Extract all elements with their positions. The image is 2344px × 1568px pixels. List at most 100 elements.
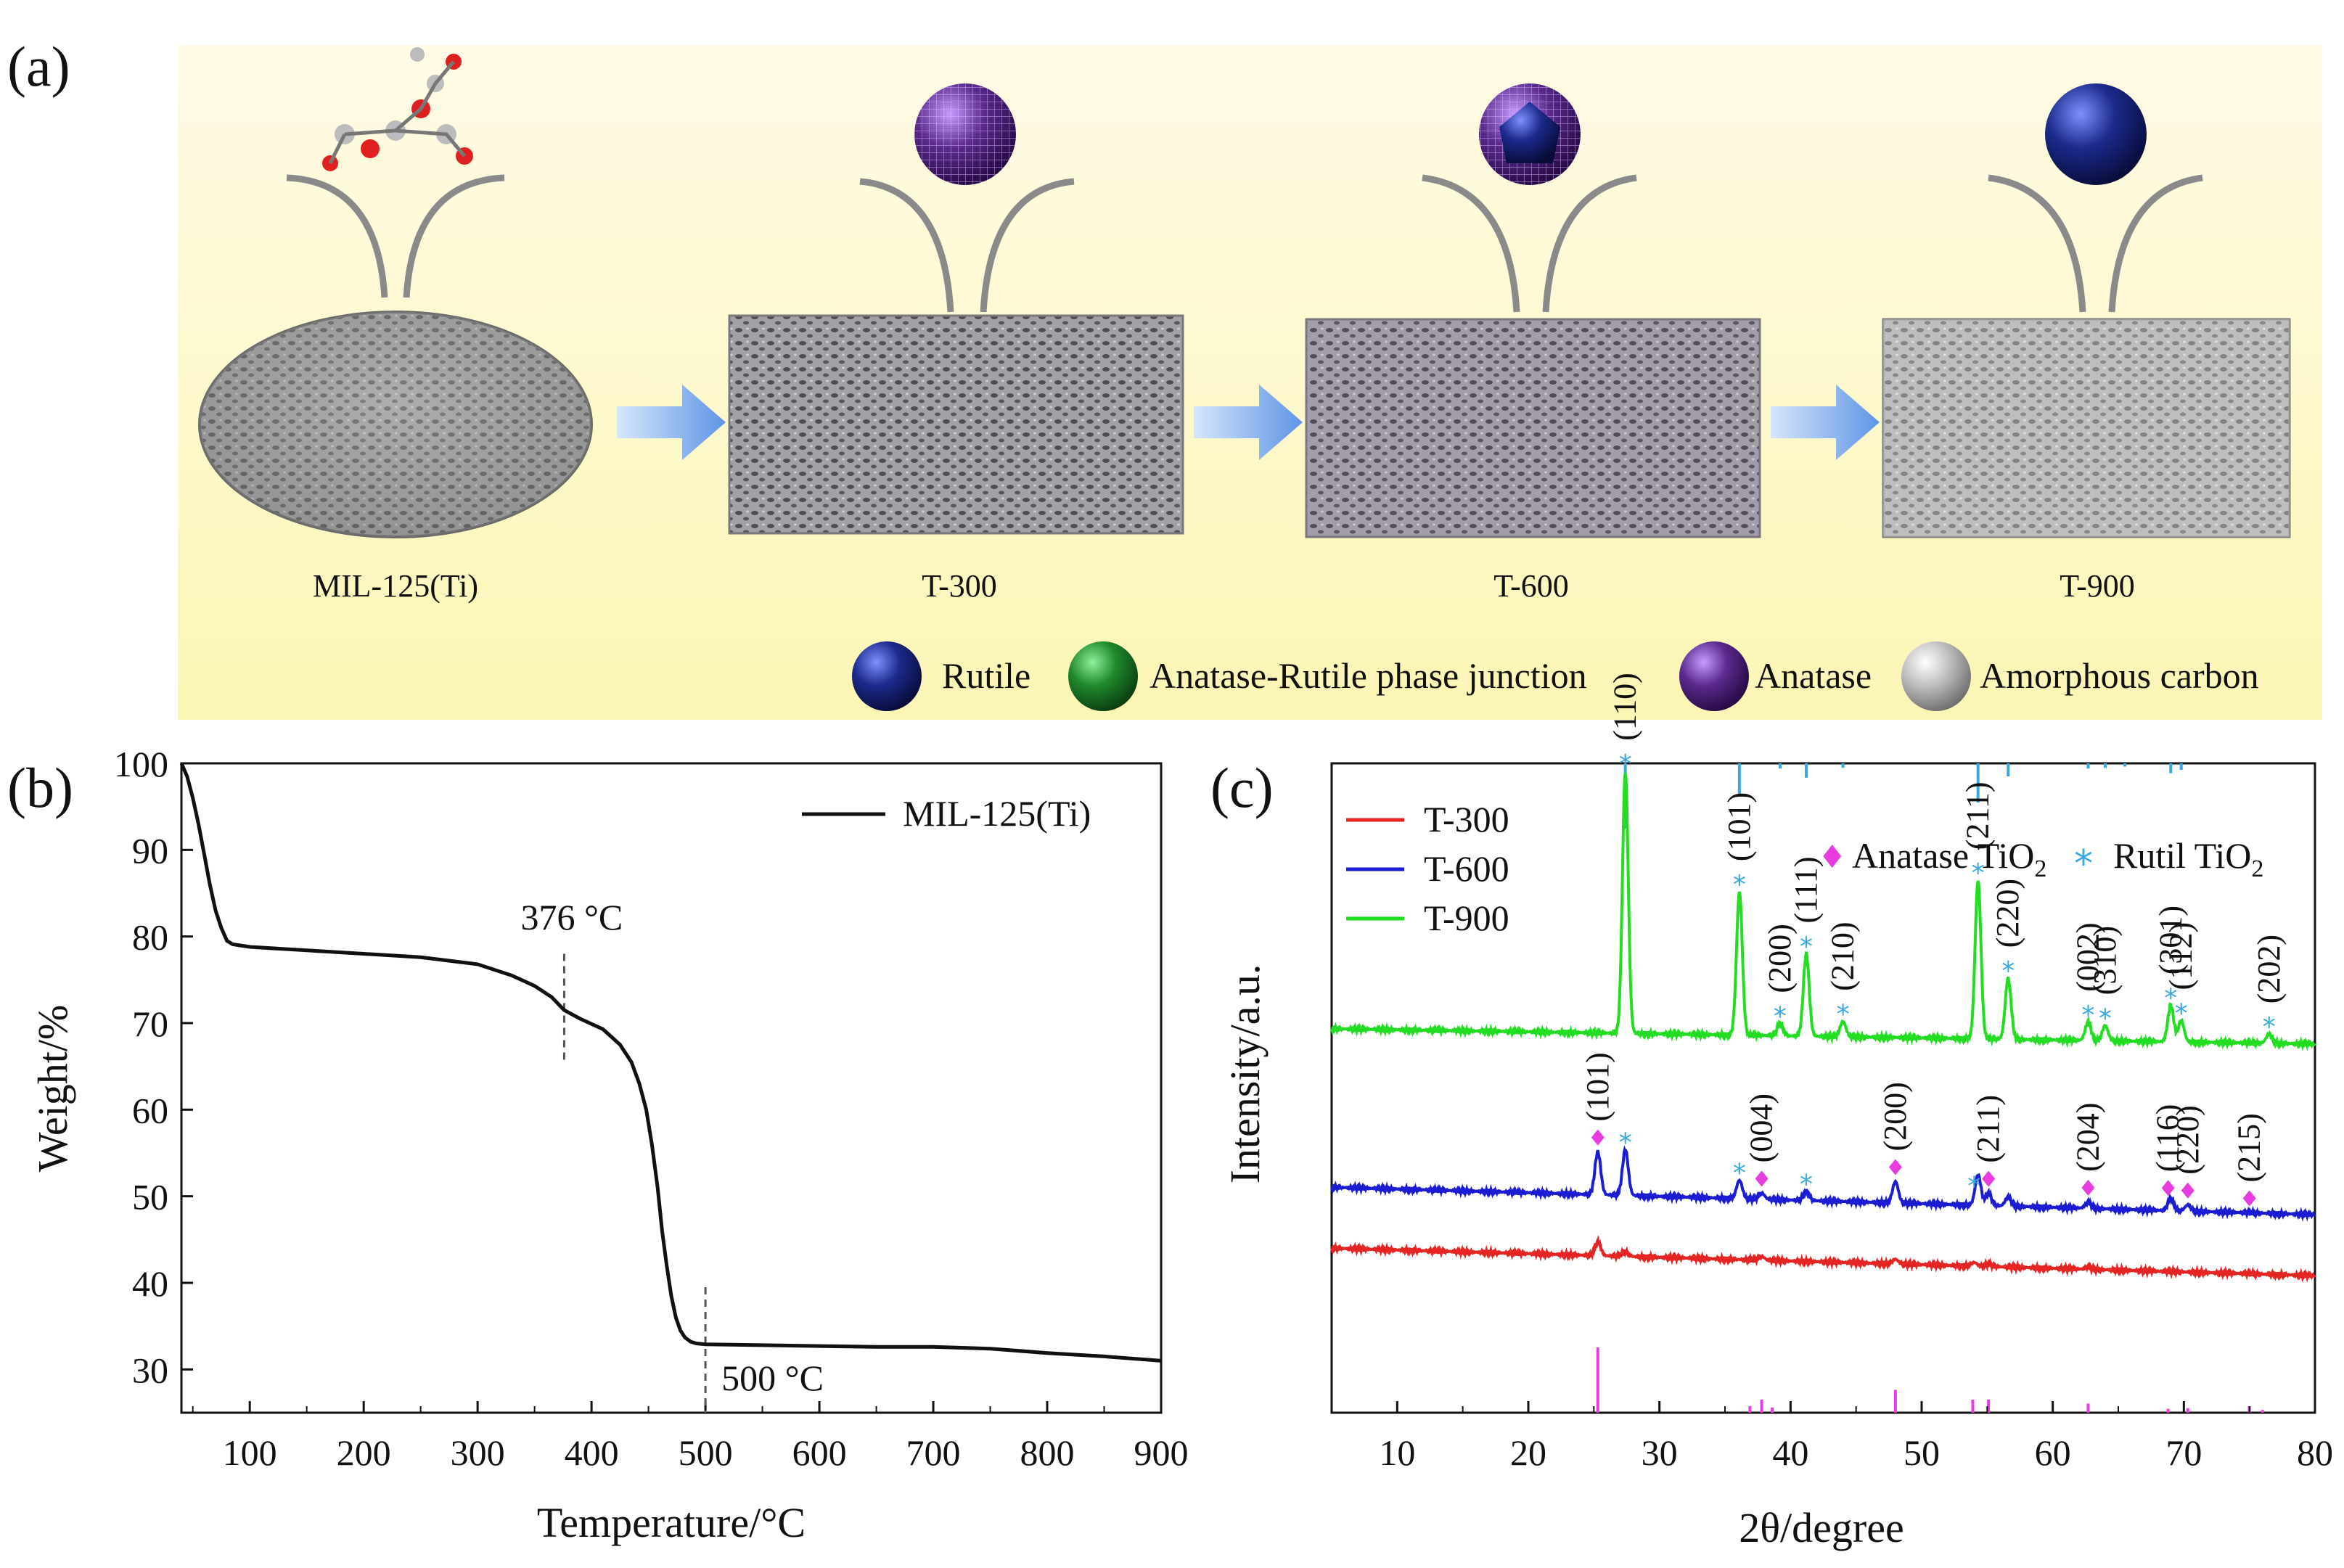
peak-label: (211) — [1970, 1095, 2006, 1163]
anatase-marker — [1755, 1170, 1769, 1187]
rutile-marker: * — [1619, 1128, 1632, 1157]
markers-c: ******** *** *** * * — [1591, 750, 2276, 1207]
legend-label-t900: T-900 — [1424, 898, 1509, 938]
anatase-sphere-icon — [914, 83, 1016, 185]
x-tick-label-c: 80 — [2297, 1432, 2333, 1473]
peak-label: (004) — [1744, 1093, 1779, 1162]
panel-b-label: (b) — [7, 756, 73, 819]
rutile-marker: * — [1619, 750, 1632, 779]
stage-label-mil125: MIL-125(Ti) — [313, 568, 478, 604]
x-tick-label-c: 10 — [1379, 1432, 1415, 1473]
anatase-diamond-icon: ♦ — [1818, 839, 1846, 876]
series-c — [1330, 772, 2316, 1284]
annotation-376: 376 °C — [520, 897, 623, 937]
legend-item-amorphous-carbon: Amorphous carbon — [1901, 641, 2259, 711]
x-tick-label-c: 30 — [1642, 1432, 1678, 1473]
phase-junction-sphere-icon — [1479, 83, 1581, 185]
anatase-marker — [1591, 1129, 1605, 1146]
legend-item-rutile: Rutile — [852, 641, 1030, 711]
y-tick-label-b: 60 — [132, 1090, 168, 1130]
stage-label-t600: T-600 — [1493, 568, 1569, 604]
x-tick-label-c: 70 — [2165, 1432, 2202, 1473]
peak-label: (101) — [1580, 1052, 1615, 1121]
anatase-icon — [1679, 641, 1749, 711]
rutile-marker: * — [2263, 1012, 2276, 1042]
x-tick-label-b: 400 — [565, 1432, 619, 1473]
marker-legend-c: ♦ Anatase TiO2 * Rutil TiO2 — [1818, 835, 2263, 886]
plot-frame-b — [180, 762, 1163, 1414]
annotation-500: 500 °C — [721, 1358, 824, 1398]
x-tick-label-b: 900 — [1134, 1432, 1189, 1473]
y-tick-label-b: 50 — [132, 1177, 168, 1218]
peak-label: (200) — [1762, 924, 1798, 993]
ticks-c: 10 20 30 40 50 60 70 80 — [1331, 1401, 2333, 1473]
y-tick-label-b: 70 — [132, 1003, 168, 1044]
rutile-marker: * — [2081, 1001, 2094, 1030]
peak-label: (215) — [2232, 1113, 2267, 1182]
x-tick-label-c: 40 — [1772, 1432, 1808, 1473]
rutile-marker: * — [1972, 858, 1985, 888]
xlabel-b: Temperature/°C — [537, 1499, 806, 1546]
legend-label-rutile: Rutile — [942, 655, 1030, 696]
panel-c: (c) 10 20 30 40 50 60 70 80 ******** *** *** * * (1… — [1210, 673, 2333, 1551]
series-line-mil125 — [179, 763, 1162, 1363]
x-tick-label-c: 20 — [1510, 1432, 1546, 1473]
series-line-t-300 — [1330, 1235, 2316, 1284]
legend-label-t300: T-300 — [1424, 799, 1509, 840]
panel-a: (a) MIL-125(Ti) T-3 — [7, 35, 2322, 720]
annotations-b: 376 °C 500 °C — [520, 897, 824, 1413]
panel-a-legend: Rutile Anatase-Rutile phase junction Ana… — [852, 641, 2259, 711]
right-arrow-icon — [1771, 385, 1880, 460]
legend-c: T-300 T-600 T-900 — [1346, 799, 1509, 938]
peak-label: (310) — [2087, 926, 2123, 995]
series-line-t-900 — [1330, 772, 2316, 1052]
peak-label: (301) — [2152, 906, 2188, 974]
molecule-icon — [322, 47, 473, 171]
y-tick-label-b: 80 — [132, 917, 168, 958]
rutile-marker: * — [2164, 983, 2177, 1013]
panel-b: (b) 100 200 300 400 500 600 700 800 900 30 40 50 60 7… — [7, 744, 1189, 1546]
rutile-icon — [852, 641, 922, 711]
legend-label-anatase: Anatase — [1755, 655, 1872, 696]
rutile-marker: * — [1800, 1170, 1813, 1199]
peak-label: (220) — [2170, 1105, 2205, 1174]
rutile-marker: * — [1837, 1000, 1850, 1030]
rutile-marker: * — [1800, 932, 1813, 962]
marker-legend-anatase: Anatase TiO2 — [1852, 835, 2046, 882]
legend-item-phase-junction: Anatase-Rutile phase junction — [1068, 641, 1587, 711]
right-arrow-icon — [617, 385, 726, 460]
anatase-marker — [1982, 1170, 1996, 1187]
peak-labels-c: (110)(101)(200)(111)(210)(211)(220)(002)… — [1580, 673, 2287, 1182]
stage-t900: T-900 — [1882, 83, 2291, 604]
x-tick-label-c: 50 — [1904, 1432, 1940, 1473]
y-tick-label-b: 90 — [132, 830, 168, 871]
rutile-marker: * — [2175, 998, 2188, 1028]
stage-label-t300: T-300 — [922, 568, 997, 604]
peak-label: (112) — [2163, 922, 2199, 990]
amorphous-carbon-icon — [1901, 641, 1971, 711]
peak-label: (220) — [1990, 879, 2025, 948]
peak-label: (204) — [2070, 1103, 2105, 1172]
legend-label-t600: T-600 — [1424, 848, 1509, 889]
x-tick-label-b: 500 — [679, 1432, 733, 1473]
rutile-asterisk-icon: * — [2074, 842, 2093, 886]
anatase-marker — [2081, 1179, 2095, 1196]
phase-junction-icon — [1068, 641, 1138, 711]
x-tick-label-b: 200 — [337, 1432, 391, 1473]
y-tick-label-b: 100 — [114, 744, 168, 784]
y-tick-label-b: 40 — [132, 1263, 168, 1304]
peak-label: (211) — [1960, 782, 1996, 850]
x-tick-label-b: 700 — [906, 1432, 961, 1473]
anatase-marker — [2161, 1180, 2175, 1196]
x-tick-label-b: 600 — [792, 1432, 847, 1473]
ticks-b: 100 200 300 400 500 600 700 800 900 30 40 50 60 70 80 9… — [114, 744, 1189, 1473]
legend-label-mil125: MIL-125(Ti) — [903, 793, 1091, 834]
xlabel-c: 2θ/degree — [1739, 1504, 1904, 1551]
rutile-marker: * — [2001, 956, 2015, 986]
ylabel-b: Weight/% — [29, 1005, 76, 1173]
peak-label: (116) — [2150, 1104, 2186, 1173]
x-tick-label-b: 300 — [451, 1432, 505, 1473]
x-tick-label-c: 60 — [2035, 1432, 2071, 1473]
x-tick-label-b: 800 — [1020, 1432, 1075, 1473]
peak-label: (202) — [2251, 935, 2287, 1003]
